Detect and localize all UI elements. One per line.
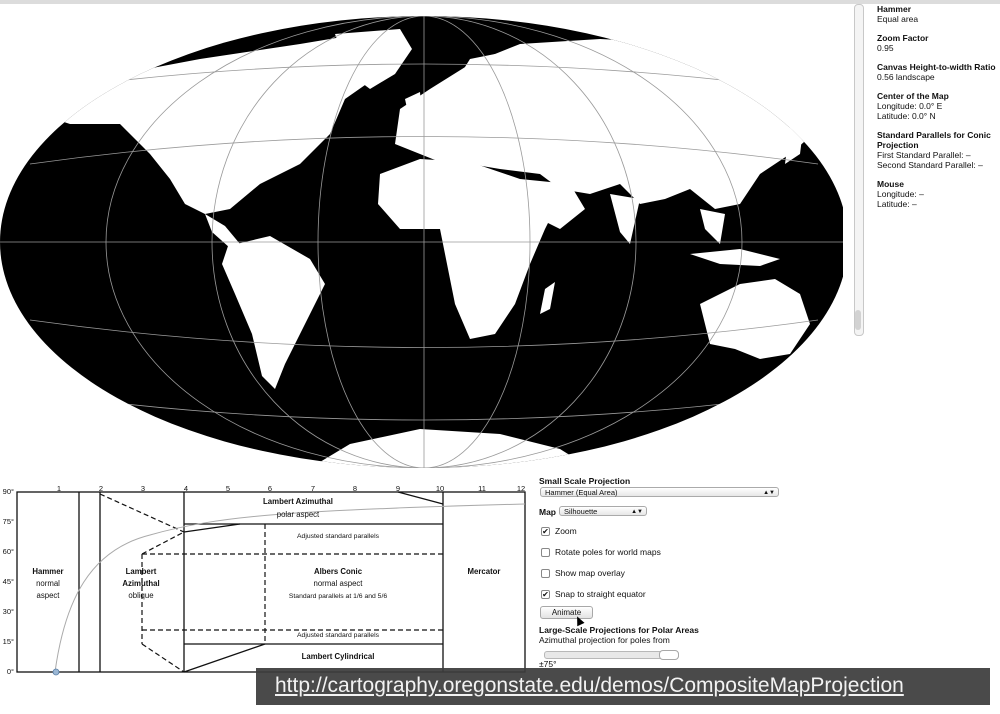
row-label: 45° bbox=[3, 577, 14, 586]
map-overlay-option[interactable]: Show map overlay bbox=[541, 568, 625, 579]
col-label: 6 bbox=[268, 484, 272, 493]
lambert-polar-label: Lambert Azimuthal bbox=[263, 497, 333, 506]
info-panel: Hammer Equal area Zoom Factor 0.95 Canva… bbox=[877, 4, 997, 218]
map-center-heading: Center of the Map bbox=[877, 91, 949, 101]
adjusted-parallels-bottom: Adjusted standard parallels bbox=[297, 632, 380, 639]
ratio-value: 0.56 landscape bbox=[877, 72, 935, 82]
snap-equator-label: Snap to straight equator bbox=[555, 589, 646, 599]
info-scrollbar[interactable] bbox=[854, 4, 864, 336]
diagram-boundaries bbox=[16, 491, 526, 673]
row-labels: 90° 75° 60° 45° 30° 15° 0° bbox=[3, 487, 14, 676]
first-standard-parallel: First Standard Parallel: – bbox=[877, 150, 971, 160]
hammer-label: Hammer bbox=[32, 567, 63, 576]
ratio-heading: Canvas Height-to-width Ratio bbox=[877, 62, 996, 72]
zoom-checkbox-label: Zoom bbox=[555, 526, 577, 536]
lambert-polar-sub: polar aspect bbox=[277, 510, 320, 519]
mouse-longitude: Longitude: – bbox=[877, 189, 924, 199]
col-label: 11 bbox=[478, 484, 486, 493]
map-center-longitude: Longitude: 0.0° E bbox=[877, 101, 943, 111]
col-label: 12 bbox=[517, 484, 525, 493]
small-scale-heading: Small Scale Projection bbox=[539, 476, 631, 486]
col-label: 2 bbox=[99, 484, 103, 493]
adjusted-parallels-top: Adjusted standard parallels bbox=[297, 533, 380, 540]
rotate-poles-checkbox[interactable] bbox=[541, 548, 550, 558]
col-label: 9 bbox=[396, 484, 400, 493]
col-label: 4 bbox=[184, 484, 188, 493]
map-overlay-checkbox[interactable] bbox=[541, 569, 550, 579]
url-banner bbox=[256, 668, 990, 705]
mercator-label: Mercator bbox=[468, 567, 501, 576]
lambert-az-label1: Lambert bbox=[126, 567, 157, 576]
row-label: 0° bbox=[7, 667, 14, 676]
second-standard-parallel: Second Standard Parallel: – bbox=[877, 160, 983, 170]
column-labels: 1 2 3 4 5 6 7 8 9 10 11 12 bbox=[57, 484, 525, 493]
region-labels: Hammer normal aspect Lambert Azimuthal o… bbox=[32, 497, 500, 661]
zoom-option[interactable]: ✔ Zoom bbox=[541, 526, 577, 537]
snap-equator-option[interactable]: ✔ Snap to straight equator bbox=[541, 589, 646, 600]
map-overlay-label: Show map overlay bbox=[555, 568, 625, 578]
polar-slider-value: ±75° bbox=[539, 659, 557, 669]
curve-handle[interactable] bbox=[52, 668, 60, 676]
col-label: 3 bbox=[141, 484, 145, 493]
window-top-strip bbox=[0, 0, 1000, 4]
col-label: 7 bbox=[311, 484, 315, 493]
rotate-poles-option[interactable]: Rotate poles for world maps bbox=[541, 547, 661, 558]
graticule bbox=[0, 16, 843, 468]
snap-equator-checkbox[interactable]: ✔ bbox=[541, 590, 550, 600]
projection-type: Equal area bbox=[877, 14, 919, 24]
info-scrollbar-thumb[interactable] bbox=[855, 310, 861, 330]
map-select-value: Silhouette bbox=[564, 507, 598, 516]
map-select[interactable]: Silhouette ▲▼ bbox=[559, 506, 647, 516]
mouse-heading: Mouse bbox=[877, 179, 904, 189]
hammer-sub2: aspect bbox=[37, 591, 61, 600]
albers-sub1: normal aspect bbox=[314, 579, 364, 588]
large-scale-heading: Large-Scale Projections for Polar Areas bbox=[539, 625, 699, 635]
transition-curve bbox=[54, 503, 526, 673]
col-label: 5 bbox=[226, 484, 230, 493]
select-arrows-icon: ▲▼ bbox=[763, 490, 775, 496]
projection-name: Hammer bbox=[877, 4, 912, 14]
large-scale-subtitle: Azimuthal projection for poles from bbox=[539, 635, 670, 645]
col-label: 10 bbox=[436, 484, 444, 493]
mouse-latitude: Latitude: – bbox=[877, 199, 917, 209]
url-link[interactable]: http://cartography.oregonstate.edu/demos… bbox=[275, 674, 904, 697]
dashed-boundaries bbox=[99, 493, 443, 673]
map-label: Map bbox=[539, 507, 556, 517]
col-label: 8 bbox=[353, 484, 357, 493]
lambert-az-sub: oblique bbox=[128, 591, 153, 600]
hammer-sub1: normal bbox=[36, 579, 60, 588]
col-label: 1 bbox=[57, 484, 61, 493]
zoom-checkbox[interactable]: ✔ bbox=[541, 527, 550, 537]
row-label: 30° bbox=[3, 607, 14, 616]
zoom-factor-value: 0.95 bbox=[877, 43, 894, 53]
world-map[interactable] bbox=[0, 4, 843, 478]
lambert-cyl-label: Lambert Cylindrical bbox=[302, 652, 375, 661]
animate-button[interactable]: Animate bbox=[540, 606, 593, 619]
small-scale-select[interactable]: Hammer (Equal Area) ▲▼ bbox=[540, 487, 779, 497]
albers-label: Albers Conic bbox=[314, 567, 363, 576]
lambert-az-label2: Azimuthal bbox=[122, 579, 159, 588]
row-label: 90° bbox=[3, 487, 14, 496]
projection-diagram[interactable]: 1 2 3 4 5 6 7 8 9 10 11 12 90° 75° 60° 4… bbox=[0, 480, 535, 680]
albers-sub2: Standard parallels at 1/6 and 5/6 bbox=[289, 593, 387, 600]
row-label: 75° bbox=[3, 517, 14, 526]
zoom-factor-heading: Zoom Factor bbox=[877, 33, 929, 43]
rotate-poles-label: Rotate poles for world maps bbox=[555, 547, 661, 557]
small-scale-select-value: Hammer (Equal Area) bbox=[545, 488, 618, 497]
map-center-latitude: Latitude: 0.0° N bbox=[877, 111, 936, 121]
polar-slider-knob[interactable] bbox=[659, 650, 679, 660]
standard-parallels-heading: Standard Parallels for Conic Projection bbox=[877, 130, 991, 150]
row-label: 15° bbox=[3, 637, 14, 646]
map-canvas[interactable] bbox=[0, 4, 843, 478]
row-label: 60° bbox=[3, 547, 14, 556]
select-arrows-icon: ▲▼ bbox=[631, 509, 643, 515]
